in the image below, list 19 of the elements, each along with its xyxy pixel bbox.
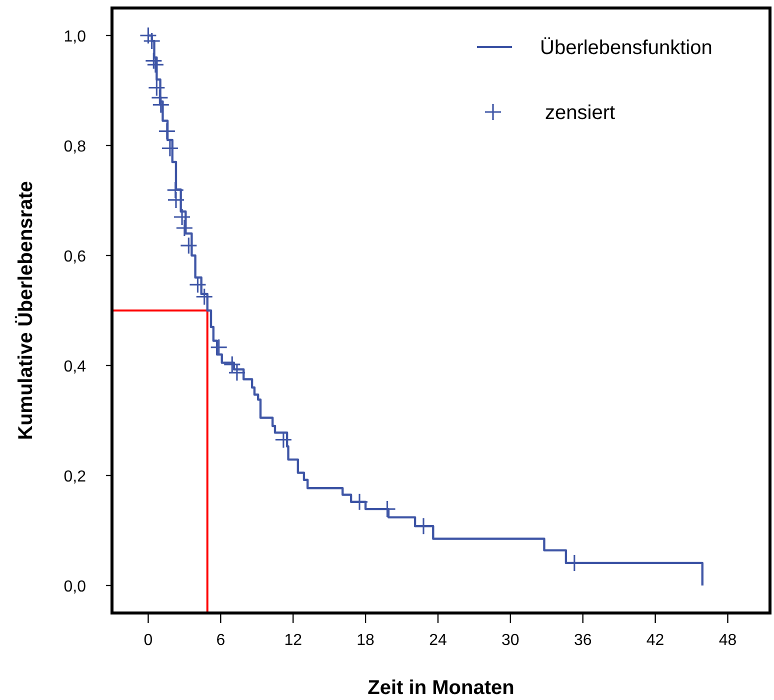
legend-label: zensiert xyxy=(545,102,616,124)
y-tick-label: 0,2 xyxy=(64,468,86,486)
x-axis-title: Zeit in Monaten xyxy=(368,677,514,699)
x-tick-label: 36 xyxy=(574,632,592,649)
x-tick-label: 18 xyxy=(356,632,375,649)
y-tick-label: 1,0 xyxy=(64,28,86,46)
y-tick-label: 0,8 xyxy=(64,138,86,156)
x-tick-label: 12 xyxy=(284,632,302,649)
y-tick-label: 0,6 xyxy=(64,248,86,266)
y-tick-label: 0,4 xyxy=(64,358,86,376)
x-tick-label: 30 xyxy=(502,632,520,649)
y-axis-title: Kumulative Überlebensrate xyxy=(14,181,37,440)
x-tick-label: 42 xyxy=(646,632,664,649)
legend-label: Überlebensfunktion xyxy=(540,37,712,59)
x-tick-label: 48 xyxy=(718,632,737,649)
x-tick-label: 6 xyxy=(216,632,226,649)
x-tick-label: 0 xyxy=(144,632,153,649)
y-tick-label: 0,0 xyxy=(64,578,86,596)
x-tick-label: 24 xyxy=(429,632,447,649)
